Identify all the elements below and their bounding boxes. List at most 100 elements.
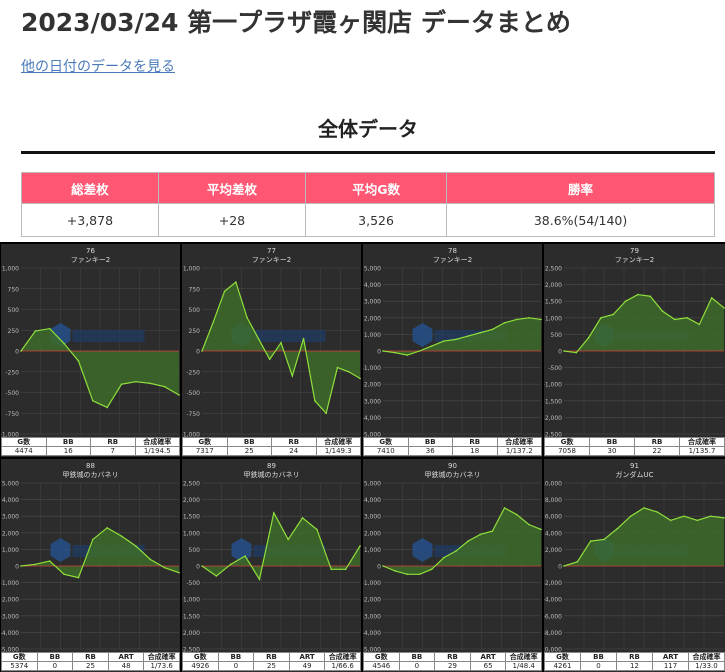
data-point [587,336,590,339]
y-tick-label: -4,000 [1,630,19,637]
y-tick-label: 5,000 [364,266,381,273]
data-point [698,323,701,326]
stats-value-cell: 1/137.2 [496,446,542,456]
y-tick-label: 0 [377,349,381,356]
data-point [491,328,494,331]
stats-value-row: 4261 0 12 117 1/33.0 [544,661,725,671]
stats-value-cell: 4474 [1,446,47,456]
summary-table: 総差枚 平均差枚 平均G数 勝率 +3,878 +28 3,526 38.6%(… [21,172,715,237]
stats-header-cell: BB [589,437,635,447]
machine-chart-panel: 77 ファンキー2 1,000 750 500 250 0 -250 -500 -750 -1,00… [182,244,361,457]
machine-chart-panel: 90 甲鉄城のカバネリ 5,000 4,000 3,000 2,000 1,000 0 -1,0… [363,459,542,672]
data-point [178,571,180,574]
stats-value-cell: 30 [589,446,635,456]
data-point [430,568,433,571]
stats-value-cell: 1/194.5 [134,446,180,456]
y-tick-label: 0 [377,564,381,571]
stats-value-cell: 49 [288,661,326,671]
data-point [257,337,260,340]
y-tick-label: -2,500 [544,432,562,439]
stats-value-cell: 7410 [363,446,409,456]
y-tick-label: 250 [8,328,20,335]
stats-header-cell: G数 [182,437,228,447]
stats-header-cell: ART [288,652,326,662]
data-point [20,350,22,352]
stats-header-cell: BB [226,437,272,447]
data-point [589,540,592,542]
y-tick-label: 4,000 [364,497,381,504]
y-tick-label: -3,000 [363,613,381,620]
stats-header-cell: 合成確率 [505,652,542,662]
stats-header-cell: ART [107,652,145,662]
y-tick-label: -500 [548,365,562,372]
stats-value-cell: 0 [217,661,255,671]
stats-header-cell: G数 [1,652,38,662]
y-tick-label: 5,000 [2,481,19,488]
chart-title: 78 [448,247,457,255]
stats-value-cell: 18 [452,446,498,456]
y-tick-label: -500 [186,580,200,587]
stats-header-row: G数 BB RB ART 合成確率 [544,652,725,662]
watermark-logo-icon [412,323,433,347]
y-tick-label: -5,000 [363,647,381,654]
stats-header-cell: RB [271,437,317,447]
data-point [287,538,289,541]
y-tick-label: 3,000 [364,299,381,306]
y-tick-label: 2,000 [364,530,381,537]
y-tick-label: 5,000 [364,481,381,488]
chart-subtitle: ガンダムUC [615,470,653,479]
y-tick-label: -4,000 [544,597,562,604]
data-point [235,281,237,283]
chart-title: 77 [267,247,276,255]
series-area [383,507,541,575]
stats-value-cell: 65 [469,661,507,671]
data-point [223,290,226,293]
other-dates-link[interactable]: 他の日付のデータを見る [21,59,175,75]
y-tick-label: 6,000 [545,514,562,521]
y-tick-label: -750 [5,411,19,418]
data-point [302,337,305,340]
data-point [347,370,350,373]
page-title: 2023/03/24 第一プラザ霞ヶ関店 データまとめ [21,8,571,37]
y-tick-label: -1,000 [544,382,562,389]
stats-header-cell: BB [580,652,617,662]
y-tick-label: 500 [189,307,201,314]
chart-title: 79 [630,247,639,255]
y-tick-label: 1,000 [364,332,381,339]
data-point [515,318,518,321]
y-tick-label: -1,000 [182,432,200,439]
section-title: 全体データ [318,117,418,141]
stats-value-row: 4926 0 25 49 1/66.6 [182,661,361,671]
stats-value-cell: 4261 [544,661,581,671]
y-tick-label: -3,000 [363,398,381,405]
stats-header-cell: RB [253,652,290,662]
y-tick-label: 10,000 [544,481,562,488]
data-point [258,578,261,581]
series-line [20,327,180,409]
series-area [202,512,360,580]
stats-value-cell: 29 [434,661,471,671]
y-tick-label: 1,000 [364,547,381,554]
data-point [163,566,166,569]
watermark-logo-icon [50,538,71,562]
summary-header-row: 総差枚 平均差枚 平均G数 勝率 [21,172,715,204]
stats-value-row: 7058 30 22 1/135.7 [544,446,725,456]
y-tick-label: 2,000 [2,530,19,537]
watermark-banner [253,330,326,342]
y-tick-label: 4,000 [545,530,562,537]
stats-value-cell: 1/135.7 [679,446,725,456]
y-tick-label: -250 [5,369,19,376]
data-point [503,507,506,509]
machine-stats-table: G数 BB RB 合成確率 7410 36 18 1/137.2 [363,437,542,456]
machine-charts-grid: 76 ファンキー2 1,000 750 500 250 0 -250 -500 -750 -1,00… [0,242,725,672]
data-point [723,517,725,519]
stats-value-row: 4546 0 29 65 1/48.4 [363,661,542,671]
data-point [246,317,248,319]
y-tick-label: 1,000 [545,315,562,322]
stats-value-cell: 25 [253,661,290,671]
chart-subtitle: ファンキー2 [615,256,654,264]
y-tick-label: 1,000 [2,547,19,554]
